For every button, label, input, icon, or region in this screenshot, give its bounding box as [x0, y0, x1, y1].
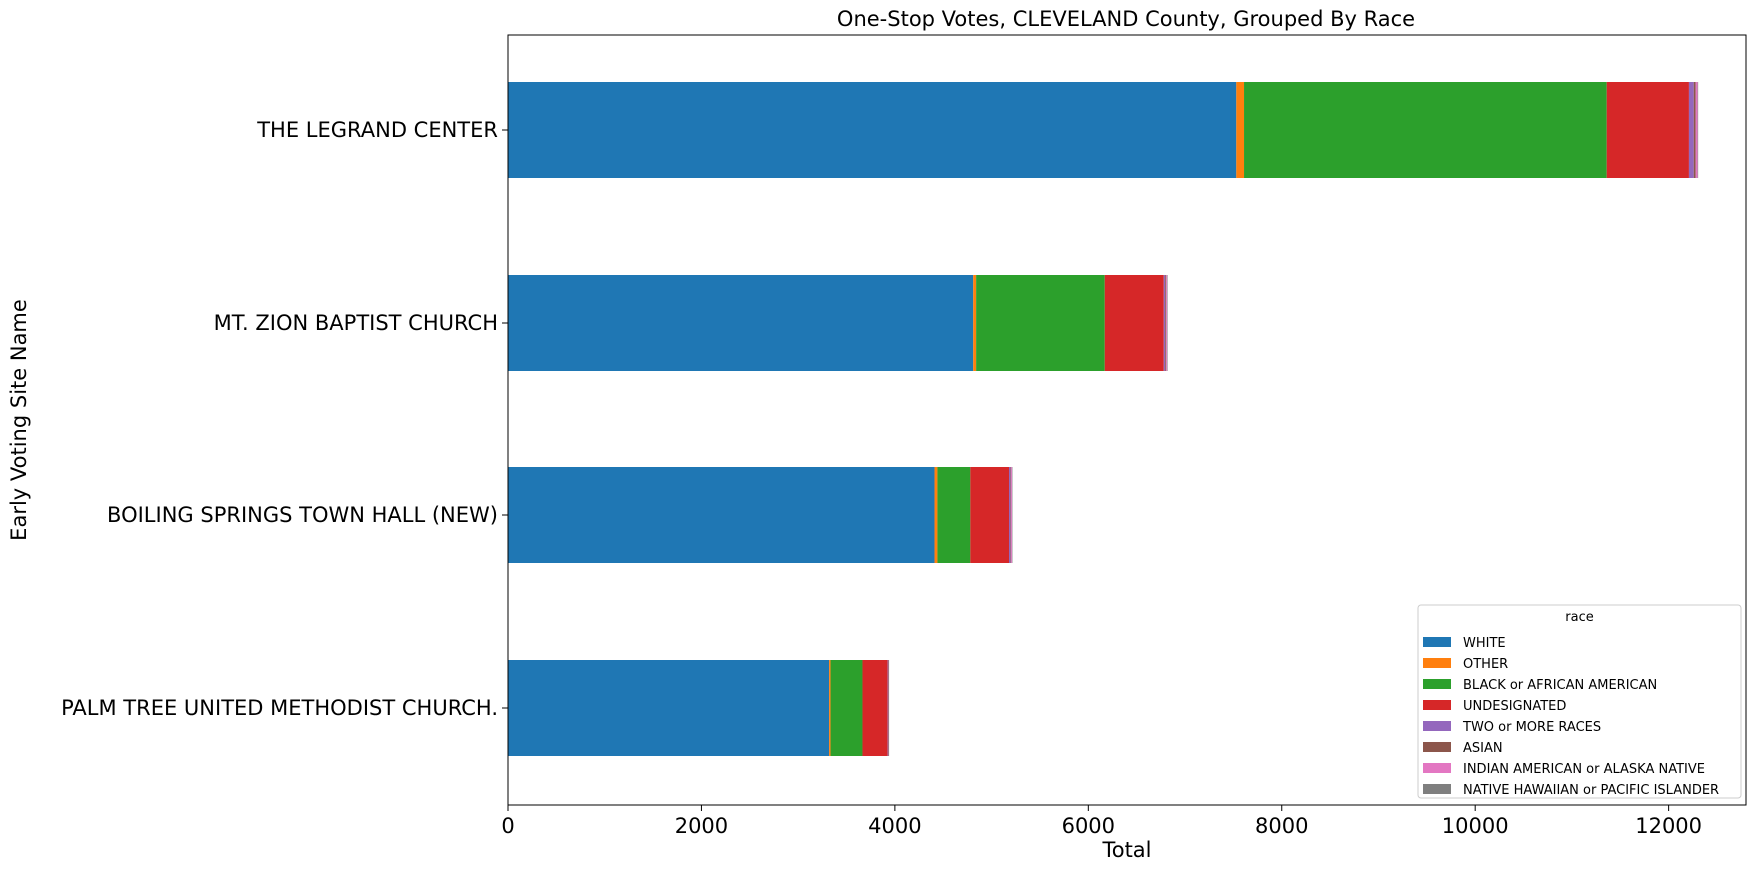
- x-tick-label-5: 10000: [1442, 814, 1509, 838]
- legend-swatch-1: [1423, 658, 1451, 668]
- y-tick-label-1: MT. ZION BAPTIST CHURCH: [214, 311, 498, 335]
- bar-segment-3-2: [830, 660, 863, 756]
- legend-label-2: BLACK or AFRICAN AMERICAN: [1463, 678, 1657, 693]
- bar-segment-3-4: [887, 660, 889, 756]
- bar-segment-0-7: [1697, 82, 1699, 178]
- bar-segment-3-5: [888, 660, 889, 756]
- bar-segment-2-3: [970, 467, 1010, 563]
- x-tick-label-4: 8000: [1255, 814, 1308, 838]
- legend-label-5: ASIAN: [1463, 741, 1503, 756]
- bar-segment-0-3: [1606, 82, 1689, 178]
- legend-label-6: INDIAN AMERICAN or ALASKA NATIVE: [1463, 762, 1705, 777]
- legend-swatch-2: [1423, 679, 1451, 689]
- y-tick-label-2: BOILING SPRINGS TOWN HALL (NEW): [107, 503, 498, 527]
- bar-segment-0-5: [1693, 82, 1696, 178]
- legend-swatch-7: [1423, 784, 1451, 794]
- bar-segment-0-1: [1236, 82, 1245, 178]
- bar-segment-3-0: [508, 660, 830, 756]
- bar-segment-0-2: [1244, 82, 1607, 178]
- y-axis-label: Early Voting Site Name: [7, 299, 31, 541]
- y-tick-label-3: PALM TREE UNITED METHODIST CHURCH.: [61, 696, 498, 720]
- legend-label-4: TWO or MORE RACES: [1462, 720, 1601, 735]
- legend-title: race: [1565, 610, 1593, 625]
- legend: race WHITE OTHER BLACK or AFRICAN AMERICAN U…: [1417, 604, 1742, 799]
- bar-segment-1-3: [1104, 275, 1164, 371]
- legend-swatch-6: [1423, 763, 1451, 773]
- legend-swatch-5: [1423, 742, 1451, 752]
- bar-segment-0-6: [1695, 82, 1698, 178]
- plot-frame: [507, 34, 1747, 806]
- x-tick-label-1: 2000: [675, 814, 728, 838]
- bar-segment-1-2: [976, 275, 1105, 371]
- bars-group: [508, 82, 1699, 756]
- legend-label-1: OTHER: [1463, 657, 1508, 672]
- x-tick-label-2: 4000: [868, 814, 921, 838]
- legend-swatch-4: [1423, 721, 1451, 731]
- bar-segment-2-4: [1009, 467, 1011, 563]
- x-axis: 0 2000 4000 6000 8000 10000 12000: [501, 805, 1702, 838]
- bar-segment-1-1: [973, 275, 977, 371]
- legend-swatch-3: [1423, 700, 1451, 710]
- bar-segment-3-6: [888, 660, 889, 756]
- y-axis: THE LEGRAND CENTER MT. ZION BAPTIST CHURC…: [61, 118, 508, 720]
- legend-label-0: WHITE: [1463, 636, 1506, 651]
- bar-segment-1-4: [1163, 275, 1166, 371]
- bar-segment-3-3: [862, 660, 888, 756]
- bar-segment-0-4: [1688, 82, 1694, 178]
- x-axis-label: Total: [1101, 838, 1151, 862]
- legend-label-7: NATIVE HAWAIIAN or PACIFIC ISLANDER: [1463, 783, 1719, 798]
- legend-swatch-0: [1423, 637, 1451, 647]
- bar-segment-2-6: [1010, 467, 1012, 563]
- bar-segment-2-1: [934, 467, 938, 563]
- x-tick-label-0: 0: [501, 814, 514, 838]
- bar-segment-3-1: [829, 660, 831, 756]
- bar-segment-1-5: [1165, 275, 1167, 371]
- y-tick-label-0: THE LEGRAND CENTER: [256, 118, 498, 142]
- legend-label-3: UNDESIGNATED: [1463, 699, 1566, 714]
- x-tick-label-6: 12000: [1635, 814, 1702, 838]
- bar-segment-1-0: [508, 275, 974, 371]
- bar-segment-2-0: [508, 467, 935, 563]
- bar-segment-2-5: [1010, 467, 1011, 563]
- bar-segment-2-7: [1011, 467, 1013, 563]
- bar-segment-2-2: [937, 467, 971, 563]
- legend-box: [1417, 604, 1742, 799]
- bar-segment-1-7: [1167, 275, 1168, 371]
- bar-segment-0-0: [508, 82, 1237, 178]
- bar-segment-3-7: [888, 660, 890, 756]
- chart-title: One-Stop Votes, CLEVELAND County, Groupe…: [837, 7, 1415, 31]
- bar-segment-1-6: [1166, 275, 1168, 371]
- x-tick-label-3: 6000: [1062, 814, 1115, 838]
